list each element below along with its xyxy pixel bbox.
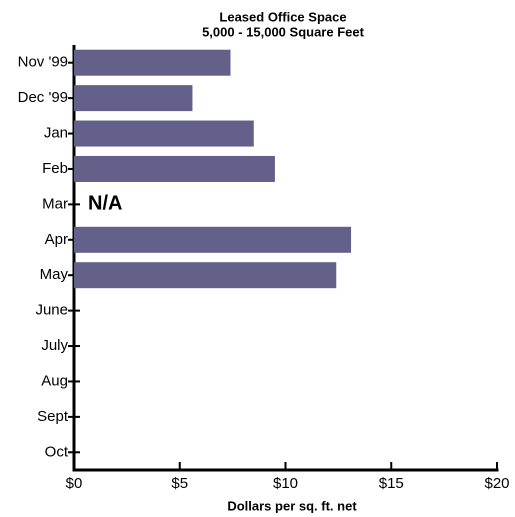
y-tick-label: Feb (42, 160, 68, 177)
y-tick-label: Aug (41, 372, 68, 389)
bar (74, 226, 352, 253)
y-tick-label: Apr (45, 231, 68, 248)
x-tick-label: $15 (379, 475, 404, 492)
y-tick-label: Nov '99 (18, 54, 68, 71)
y-tick-label: July (41, 337, 68, 354)
x-tick-label: $0 (66, 475, 83, 492)
bar (74, 262, 337, 289)
bar (74, 155, 275, 182)
y-tick-label: Jan (44, 125, 68, 142)
chart-subtitle: 5,000 - 15,000 Square Feet (202, 24, 365, 39)
x-axis-title: Dollars per sq. ft. net (227, 498, 357, 513)
bar (74, 85, 193, 112)
y-tick-label: Dec '99 (18, 89, 68, 106)
x-tick-label: $20 (484, 475, 509, 492)
chart-title: Leased Office Space (219, 9, 346, 24)
x-tick-label: $5 (171, 475, 188, 492)
x-tick-label: $10 (273, 475, 298, 492)
bar (74, 49, 231, 76)
y-tick-label: May (40, 266, 69, 283)
y-tick-label: Oct (45, 443, 69, 460)
y-tick-label: Sept (37, 408, 69, 425)
y-tick-label: June (35, 302, 68, 319)
y-tick-label: Mar (42, 195, 68, 212)
bar (74, 120, 254, 147)
value-label: N/A (88, 193, 122, 215)
